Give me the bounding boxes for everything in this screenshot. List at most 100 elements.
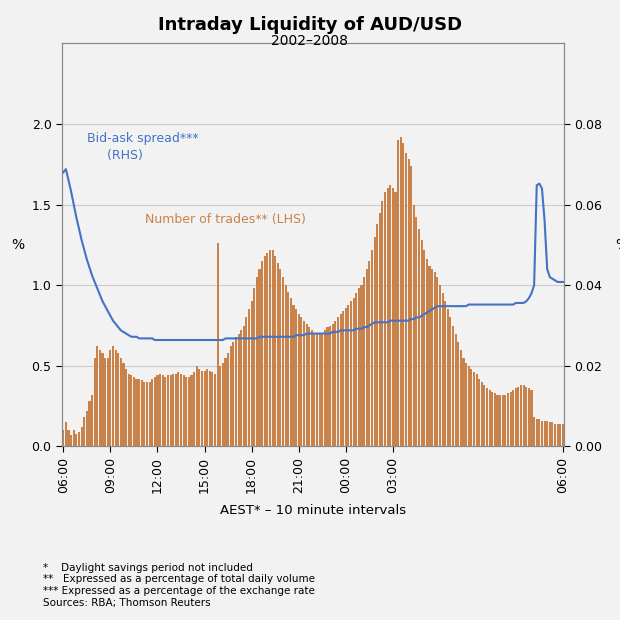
Bar <box>143 382 146 446</box>
Bar <box>243 326 245 446</box>
Bar <box>467 366 470 446</box>
Bar <box>172 374 174 446</box>
Bar <box>557 424 559 446</box>
Bar <box>298 314 299 446</box>
Bar <box>387 188 389 446</box>
Bar <box>256 277 258 446</box>
Bar <box>167 376 169 446</box>
Bar <box>240 330 242 446</box>
Bar <box>117 353 119 446</box>
Bar <box>102 353 104 446</box>
Bar <box>454 334 457 446</box>
Bar <box>327 327 329 446</box>
Bar <box>525 387 528 446</box>
Bar <box>371 250 373 446</box>
Bar <box>478 379 481 446</box>
Bar <box>78 432 80 446</box>
Bar <box>175 374 177 446</box>
Bar <box>426 259 428 446</box>
Bar <box>237 334 239 446</box>
Bar <box>112 347 114 446</box>
Bar <box>397 140 399 446</box>
Bar <box>415 218 417 446</box>
Bar <box>193 372 195 446</box>
Bar <box>91 395 93 446</box>
Bar <box>272 250 273 446</box>
Bar <box>562 424 564 446</box>
Bar <box>65 422 67 446</box>
Bar <box>441 293 444 446</box>
Text: Intraday Liquidity of AUD/USD: Intraday Liquidity of AUD/USD <box>158 16 462 33</box>
Bar <box>81 427 82 446</box>
X-axis label: AEST* – 10 minute intervals: AEST* – 10 minute intervals <box>220 504 406 517</box>
Bar <box>141 380 143 446</box>
Bar <box>206 369 208 446</box>
Bar <box>250 301 253 446</box>
Bar <box>457 342 459 446</box>
Bar <box>340 314 342 446</box>
Bar <box>544 420 546 446</box>
Bar <box>491 392 494 446</box>
Bar <box>274 256 277 446</box>
Bar <box>316 334 318 446</box>
Bar <box>332 324 334 446</box>
Bar <box>269 250 271 446</box>
Bar <box>169 376 172 446</box>
Bar <box>306 324 308 446</box>
Bar <box>94 358 95 446</box>
Bar <box>122 363 125 446</box>
Bar <box>531 390 533 446</box>
Bar <box>198 369 200 446</box>
Bar <box>463 358 464 446</box>
Bar <box>282 277 284 446</box>
Bar <box>517 387 520 446</box>
Bar <box>342 311 344 446</box>
Bar <box>366 269 368 446</box>
Bar <box>164 377 166 446</box>
Bar <box>96 347 99 446</box>
Bar <box>420 240 423 446</box>
Bar <box>497 395 498 446</box>
Bar <box>76 433 78 446</box>
Bar <box>86 411 88 446</box>
Bar <box>360 285 363 446</box>
Bar <box>389 185 391 446</box>
Bar <box>355 293 357 446</box>
Bar <box>146 382 148 446</box>
Bar <box>444 301 446 446</box>
Bar <box>68 430 69 446</box>
Bar <box>510 392 512 446</box>
Bar <box>211 372 213 446</box>
Bar <box>62 430 64 446</box>
Bar <box>73 430 75 446</box>
Bar <box>452 326 454 446</box>
Bar <box>460 350 462 446</box>
Bar <box>154 377 156 446</box>
Bar <box>290 298 292 446</box>
Bar <box>392 188 394 446</box>
Bar <box>554 424 556 446</box>
Bar <box>347 304 350 446</box>
Bar <box>196 366 198 446</box>
Bar <box>476 374 477 446</box>
Bar <box>423 250 425 446</box>
Text: Bid-ask spread***
     (RHS): Bid-ask spread*** (RHS) <box>87 132 198 162</box>
Bar <box>188 377 190 446</box>
Bar <box>115 350 117 446</box>
Bar <box>402 143 404 446</box>
Bar <box>266 253 268 446</box>
Bar <box>551 422 554 446</box>
Bar <box>277 263 279 446</box>
Text: 2002–2008: 2002–2008 <box>272 34 348 48</box>
Bar <box>321 334 323 446</box>
Bar <box>70 435 72 446</box>
Bar <box>293 304 294 446</box>
Bar <box>549 422 551 446</box>
Bar <box>246 317 247 446</box>
Bar <box>287 291 290 446</box>
Bar <box>319 334 321 446</box>
Bar <box>376 224 378 446</box>
Bar <box>190 376 193 446</box>
Bar <box>431 269 433 446</box>
Bar <box>480 382 483 446</box>
